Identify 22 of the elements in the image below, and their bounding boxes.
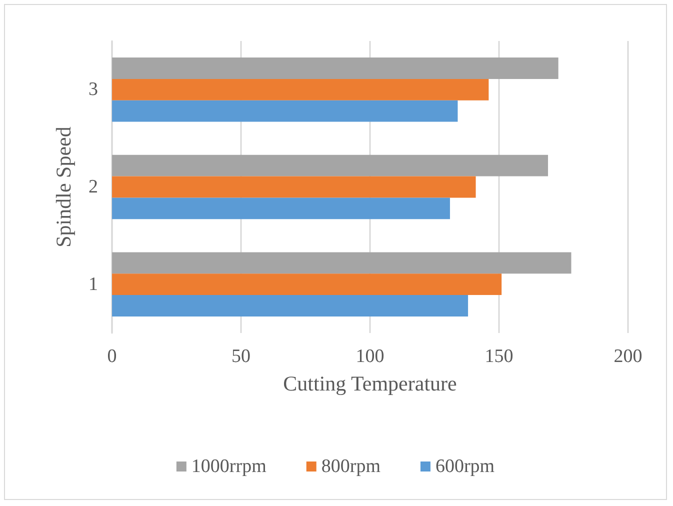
x-tick-label: 50 — [232, 346, 250, 367]
x-tick-label: 0 — [107, 346, 117, 367]
x-axis-title: Cutting Temperature — [283, 372, 457, 396]
y-tick-label: 1 — [88, 274, 98, 295]
x-tick-label: 200 — [614, 346, 642, 367]
x-tick-label: 150 — [484, 346, 514, 367]
y-tick-label: 3 — [88, 79, 98, 100]
legend-label: 600rpm — [435, 456, 495, 477]
bar — [112, 295, 468, 316]
y-tick-label: 2 — [88, 176, 98, 198]
legend-label: 800rpm — [321, 456, 381, 477]
x-tick-label: 100 — [356, 346, 384, 367]
bar — [112, 154, 548, 176]
bar — [112, 198, 450, 220]
bar — [112, 274, 502, 296]
bar — [112, 252, 572, 274]
y-axis-title: Spindle Speed — [52, 126, 76, 248]
bar — [112, 78, 489, 100]
bar — [112, 100, 458, 122]
bar — [112, 176, 476, 198]
bar — [112, 58, 558, 79]
legend-label: 1000rrpm — [191, 456, 267, 477]
